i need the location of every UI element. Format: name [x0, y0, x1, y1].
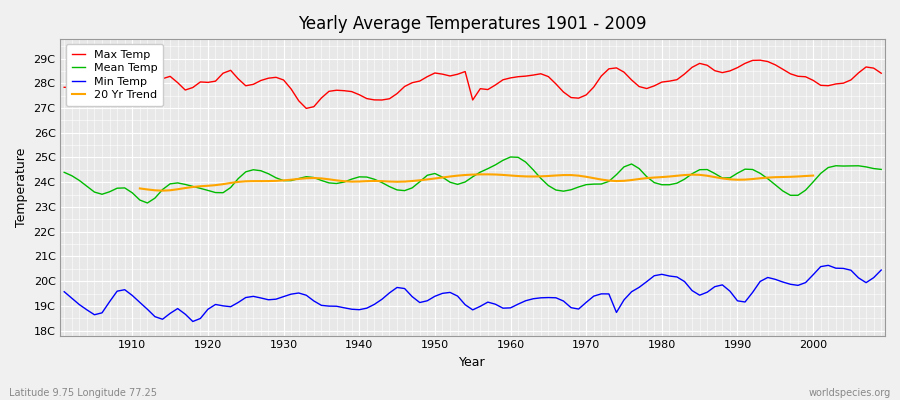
Mean Temp — [611, 172, 622, 177]
Min Temp — [513, 302, 524, 306]
Min Temp — [823, 263, 833, 268]
Title: Yearly Average Temperatures 1901 - 2009: Yearly Average Temperatures 1901 - 2009 — [299, 15, 647, 33]
Line: 20 Yr Trend: 20 Yr Trend — [140, 174, 813, 191]
Mean Temp — [338, 180, 349, 184]
Max Temp — [120, 72, 130, 77]
Mean Temp — [142, 200, 153, 205]
Mean Temp — [520, 160, 531, 164]
20 Yr Trend — [346, 179, 357, 184]
Y-axis label: Temperature: Temperature — [15, 148, 28, 227]
Min Temp — [505, 306, 516, 310]
20 Yr Trend — [724, 177, 735, 182]
20 Yr Trend — [134, 186, 145, 191]
Max Temp — [505, 76, 516, 80]
20 Yr Trend — [618, 178, 629, 183]
Min Temp — [120, 287, 130, 292]
20 Yr Trend — [233, 180, 244, 184]
Max Temp — [604, 66, 615, 71]
Mean Temp — [120, 186, 130, 190]
Mean Temp — [505, 154, 516, 159]
Legend: Max Temp, Mean Temp, Min Temp, 20 Yr Trend: Max Temp, Mean Temp, Min Temp, 20 Yr Tre… — [66, 44, 163, 106]
Text: Latitude 9.75 Longitude 77.25: Latitude 9.75 Longitude 77.25 — [9, 388, 157, 398]
20 Yr Trend — [807, 173, 818, 178]
Max Temp — [301, 106, 311, 111]
Text: worldspecies.org: worldspecies.org — [809, 388, 891, 398]
Line: Max Temp: Max Temp — [64, 60, 881, 108]
Min Temp — [58, 289, 69, 294]
Min Temp — [876, 268, 886, 272]
Max Temp — [338, 88, 349, 93]
X-axis label: Year: Year — [459, 356, 486, 369]
Max Temp — [58, 85, 69, 90]
20 Yr Trend — [793, 174, 804, 179]
Mean Temp — [513, 155, 524, 160]
20 Yr Trend — [709, 175, 720, 180]
Min Temp — [293, 291, 304, 296]
20 Yr Trend — [482, 172, 493, 177]
Max Temp — [876, 71, 886, 76]
Mean Temp — [876, 167, 886, 172]
Line: Min Temp: Min Temp — [64, 265, 881, 322]
Min Temp — [187, 319, 198, 324]
Max Temp — [513, 74, 524, 79]
Min Temp — [604, 292, 615, 296]
Mean Temp — [293, 176, 304, 181]
Max Temp — [285, 87, 296, 92]
Line: Mean Temp: Mean Temp — [64, 157, 881, 203]
Min Temp — [338, 305, 349, 310]
Max Temp — [755, 58, 766, 63]
Mean Temp — [58, 170, 69, 175]
20 Yr Trend — [158, 188, 168, 193]
